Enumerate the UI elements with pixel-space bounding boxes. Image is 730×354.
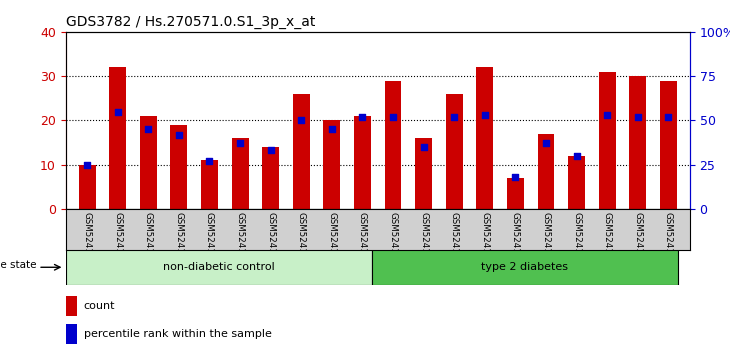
Text: non-diabetic control: non-diabetic control: [163, 262, 274, 272]
Bar: [66, 250, 372, 285]
Text: disease state: disease state: [0, 261, 36, 270]
Text: GSM524163: GSM524163: [450, 212, 458, 265]
Point: [142, 126, 154, 132]
Point: [357, 114, 369, 120]
Bar: [66, 296, 77, 316]
Text: GSM524165: GSM524165: [511, 212, 520, 265]
Text: GSM524164: GSM524164: [480, 212, 489, 265]
Text: GSM524158: GSM524158: [297, 212, 306, 265]
Text: count: count: [84, 301, 115, 311]
Point: [265, 148, 277, 153]
Text: GSM524159: GSM524159: [327, 212, 337, 265]
Point: [510, 174, 521, 180]
Bar: [323, 120, 340, 209]
Bar: [372, 250, 677, 285]
Text: GSM524157: GSM524157: [266, 212, 275, 265]
Point: [112, 109, 123, 114]
Bar: [629, 76, 646, 209]
Point: [540, 141, 552, 146]
Bar: [568, 156, 585, 209]
Text: type 2 diabetes: type 2 diabetes: [481, 262, 568, 272]
Text: GSM524154: GSM524154: [174, 212, 183, 265]
Point: [387, 114, 399, 120]
Text: GSM524161: GSM524161: [388, 212, 398, 265]
Bar: [446, 94, 463, 209]
Bar: [537, 134, 555, 209]
Bar: [385, 81, 402, 209]
Text: GSM524153: GSM524153: [144, 212, 153, 265]
Point: [204, 158, 215, 164]
Point: [448, 114, 460, 120]
Text: GSM524162: GSM524162: [419, 212, 429, 265]
Text: GSM524166: GSM524166: [542, 212, 550, 265]
Text: GDS3782 / Hs.270571.0.S1_3p_x_at: GDS3782 / Hs.270571.0.S1_3p_x_at: [66, 16, 315, 29]
Point: [632, 114, 644, 120]
Bar: [599, 72, 615, 209]
Point: [81, 162, 93, 167]
Text: percentile rank within the sample: percentile rank within the sample: [84, 330, 272, 339]
Bar: [262, 147, 279, 209]
Point: [602, 112, 613, 118]
Bar: [171, 125, 188, 209]
Text: GSM524155: GSM524155: [205, 212, 214, 265]
Bar: [507, 178, 524, 209]
Point: [571, 153, 583, 159]
Bar: [140, 116, 157, 209]
Bar: [660, 81, 677, 209]
Bar: [66, 324, 77, 344]
Bar: [415, 138, 432, 209]
Point: [418, 144, 429, 150]
Point: [296, 118, 307, 123]
Text: GSM524160: GSM524160: [358, 212, 367, 265]
Text: GSM524151: GSM524151: [82, 212, 92, 265]
Point: [326, 126, 338, 132]
Bar: [354, 116, 371, 209]
Point: [479, 112, 491, 118]
Text: GSM524152: GSM524152: [113, 212, 122, 265]
Bar: [110, 67, 126, 209]
Bar: [293, 94, 310, 209]
Bar: [477, 67, 493, 209]
Text: GSM524170: GSM524170: [664, 212, 673, 265]
Bar: [79, 165, 96, 209]
Point: [663, 114, 675, 120]
Text: GSM524169: GSM524169: [634, 212, 642, 265]
Text: GSM524167: GSM524167: [572, 212, 581, 265]
Point: [173, 132, 185, 137]
Point: [234, 141, 246, 146]
Bar: [231, 138, 248, 209]
Text: GSM524168: GSM524168: [603, 212, 612, 265]
Bar: [201, 160, 218, 209]
Text: GSM524156: GSM524156: [236, 212, 245, 265]
